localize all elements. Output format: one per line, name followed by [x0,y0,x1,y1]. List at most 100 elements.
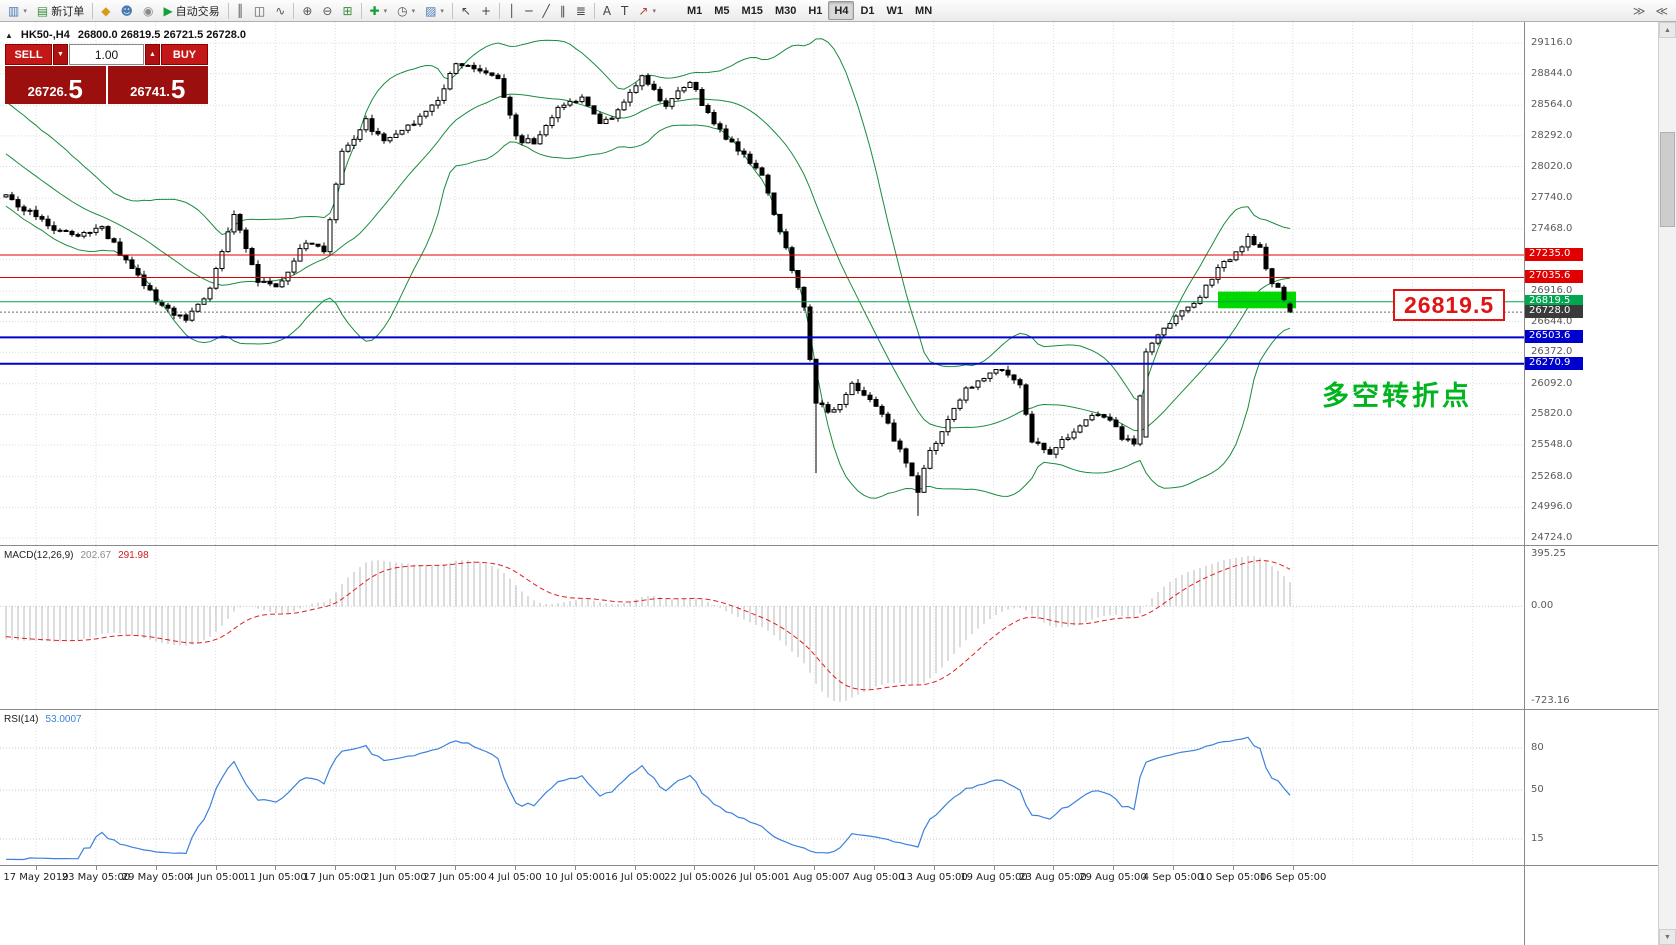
zoom-in-icon: ⊕ [302,3,313,18]
turning-point-note[interactable]: 多空转折点 [1322,381,1472,411]
price-tick-label: 29116.0 [1531,37,1573,48]
templates-icon: ▨ [425,3,437,18]
bar-chart-button[interactable]: ║ [232,1,249,20]
sell-button[interactable]: SELL [5,44,52,65]
chart-ohlc: 26800.0 26819.5 26721.5 26728.0 [77,29,247,41]
hline-button[interactable]: ─ [520,1,537,20]
crosshair-button[interactable]: + [476,1,496,20]
macd-scale-zero-label: 0.00 [1531,600,1554,611]
autotrading-button[interactable]: ▶ 自动交易 [158,1,224,20]
timeframe-mn-button-label: MN [915,4,933,17]
price-annotation-box[interactable]: 26819.5 [1393,289,1506,321]
chart-shift-icon: ≪ [1655,3,1668,18]
channel-button[interactable]: ∥ [555,1,571,20]
sell-price-button[interactable]: 26726. 5 [5,66,106,104]
price-tick-label: 28844.0 [1531,68,1573,79]
timeframe-m5-button[interactable]: M5 [708,1,735,20]
price-chart-canvas[interactable] [0,22,1524,546]
volume-down-button[interactable]: ▼ [53,44,68,65]
price-tick-label: 25268.0 [1531,471,1573,482]
periods-icon: ◷ [397,3,408,18]
time-tick-label: 27 Jun 05:00 [423,872,487,883]
scroll-down-button[interactable]: ▼ [1659,929,1676,945]
timeframe-m30-button[interactable]: M30 [769,1,802,20]
volume-input[interactable] [69,44,144,65]
rsi-line [5,736,1291,861]
fibonacci-button[interactable]: ≣ [571,1,591,20]
time-tick [754,866,755,870]
zoom-in-button[interactable]: ⊕ [297,1,317,20]
timeframe-m15-button-label: M15 [741,4,763,17]
templates-button[interactable]: ▨ ▾ [420,1,449,20]
time-tick [455,866,456,870]
rsi-value: 53.0007 [45,714,82,725]
arrows-button[interactable]: ↗ ▾ [633,1,661,20]
tile-windows-button[interactable]: ⊞ [337,1,357,20]
timeframe-w1-button[interactable]: W1 [881,1,910,20]
rsi-canvas[interactable] [0,710,1524,866]
timeframe-m1-button[interactable]: M1 [681,1,708,20]
time-tick [1293,866,1294,870]
candlestick-button[interactable]: ◫ [249,1,270,20]
time-tick-label: 10 Jul 05:00 [545,872,605,883]
macd-panel[interactable]: MACD(12,26,9) 202.67 291.98 [0,546,1524,710]
chart-shift-button[interactable]: ≪ [1650,1,1673,20]
toolbar-separator [499,2,501,19]
time-tick-label: 17 May 2019 [3,872,69,883]
time-tick [694,866,695,870]
autoscroll-button[interactable]: ≫ [1628,1,1651,20]
price-tick-label: 26372.0 [1531,346,1573,357]
macd-scale-max-label: 395.25 [1531,548,1566,559]
oneclick-collapse-icon[interactable]: ▲ [5,30,13,40]
market-watch-button[interactable]: ◆ [96,1,115,20]
time-axis-corner [1524,866,1658,945]
indicators-button[interactable]: ✚ ▾ [365,1,393,20]
profile-icon: ☻ [120,3,133,18]
trendline-button[interactable]: ╱ [538,1,555,20]
community-button[interactable]: ◉ [138,1,158,20]
time-tick [575,866,576,870]
main-chart-panel[interactable]: ▲ HK50-,H4 26800.0 26819.5 26721.5 26728… [0,22,1524,546]
price-level-badge: 26503.6 [1525,330,1583,343]
time-tick [275,866,276,870]
vline-button[interactable]: │ [503,1,520,20]
scroll-thumb[interactable] [1660,132,1675,227]
scroll-up-button[interactable]: ▲ [1659,22,1676,38]
timeframe-d1-button[interactable]: D1 [854,1,880,20]
chart-symbol-period: HK50-,H4 [20,29,70,41]
trendline-icon: ╱ [542,3,550,18]
label-icon: T [621,3,629,18]
line-chart-button[interactable]: ∿ [270,1,290,20]
label-button[interactable]: T [616,1,633,20]
new-order-button[interactable]: ▤ 新订单 [32,1,89,20]
new-chart-icon: ▥ [8,3,20,18]
zoom-out-button[interactable]: ⊖ [317,1,337,20]
macd-canvas[interactable] [0,546,1524,710]
profile-button[interactable]: ☻ [115,1,138,20]
price-tick-label: 26092.0 [1531,378,1573,389]
volume-up-button[interactable]: ▲ [145,44,160,65]
periods-button[interactable]: ◷ ▾ [392,1,420,20]
time-tick-label: 19 Aug 05:00 [960,872,1028,883]
price-axis: 29116.0 28844.0 28564.0 28292.0 28020.0 27740… [1524,22,1658,546]
hline-icon: ─ [525,3,533,18]
buy-button[interactable]: BUY [161,44,208,65]
timeframe-h1-button[interactable]: H1 [802,1,828,20]
timeframe-mn-button[interactable]: MN [909,1,938,20]
time-tick-label: 1 Aug 05:00 [783,872,845,883]
buy-price-button[interactable]: 26741. 5 [107,66,208,104]
timeframe-h4-button[interactable]: H4 [828,1,855,20]
text-button[interactable]: A [598,1,616,20]
vertical-scrollbar[interactable]: ▲ ▼ [1658,22,1676,945]
new-chart-button[interactable]: ▥ ▾ [3,1,32,20]
indicators-icon: ✚ [369,3,380,18]
highlight-zone[interactable] [1218,291,1296,309]
rsi-panel[interactable]: RSI(14) 53.0007 [0,710,1524,866]
rsi-header: RSI(14) 53.0007 [4,714,82,725]
rsi-axis: 80 50 15 [1524,710,1658,866]
price-level-badge: 26819.5 [1525,295,1583,308]
cursor-button[interactable]: ↖ [456,1,476,20]
toolbar-separator [451,2,453,19]
time-tick [335,866,336,870]
timeframe-m15-button[interactable]: M15 [736,1,769,20]
